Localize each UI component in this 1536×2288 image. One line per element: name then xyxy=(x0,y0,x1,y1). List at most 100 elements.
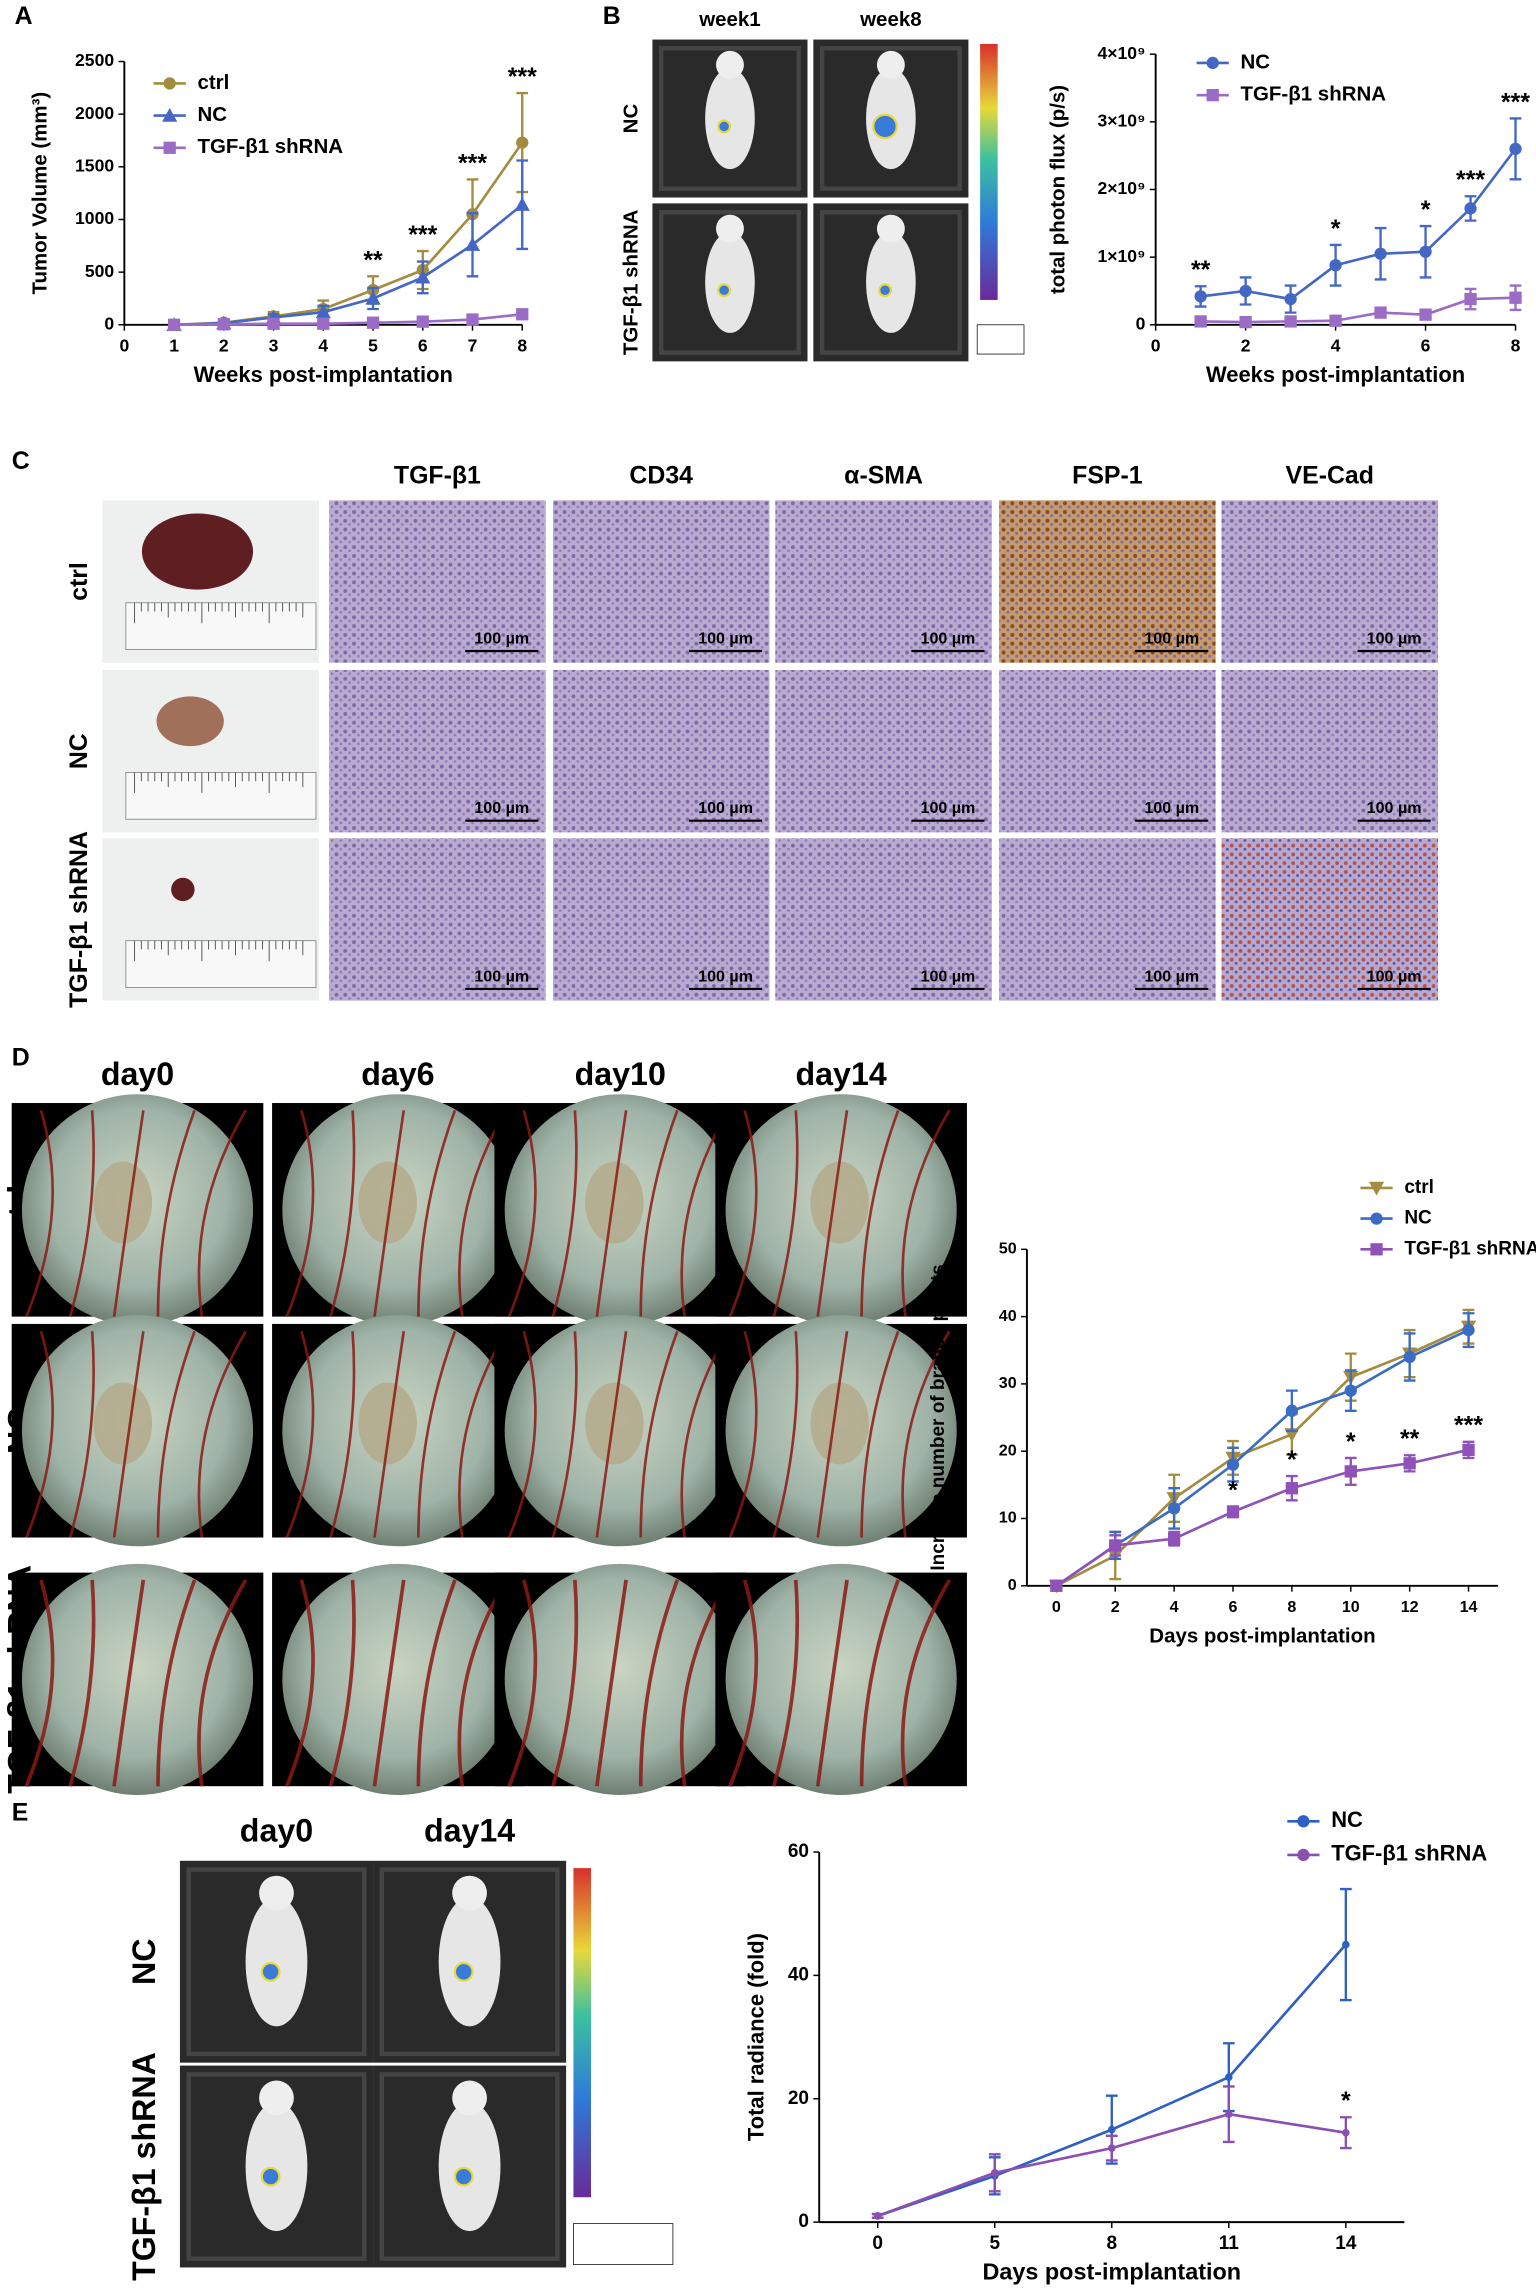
x-tick-label: 12 xyxy=(1401,1598,1419,1616)
vessel xyxy=(156,1330,196,1538)
scale-bar-label: 100 µm xyxy=(698,630,753,648)
vessel xyxy=(901,1109,951,1317)
x-tick-label: 2 xyxy=(1111,1598,1120,1616)
scale-bar-label: 100 µm xyxy=(474,967,529,985)
series-line xyxy=(174,203,524,327)
legend-label: NC xyxy=(1404,1208,1432,1229)
vessel xyxy=(156,1109,196,1317)
column-header: α-SMA xyxy=(844,461,923,489)
scale-bar-label: 100 µm xyxy=(921,967,976,985)
marker xyxy=(1050,1579,1063,1592)
vessel xyxy=(859,1579,900,1787)
marker xyxy=(1462,1323,1475,1337)
y-tick-label: 40 xyxy=(999,1307,1017,1325)
y-tick-label: 1×10⁹ xyxy=(1098,246,1146,266)
marker xyxy=(466,313,479,326)
y-tick-label: 2000 xyxy=(75,103,114,123)
legend-marker xyxy=(162,108,178,122)
marker xyxy=(1464,202,1477,215)
legend-label: ctrl xyxy=(197,71,229,94)
x-tick-label: 6 xyxy=(1229,1598,1238,1616)
marker xyxy=(1194,315,1207,328)
series-line xyxy=(1055,1325,1470,1587)
legend-marker xyxy=(1206,56,1219,70)
photo-frame xyxy=(659,46,801,191)
signal xyxy=(717,283,732,298)
marker xyxy=(366,316,380,329)
mouse-head xyxy=(259,2080,294,2116)
vessel xyxy=(457,1579,508,1787)
y-tick-label: 20 xyxy=(788,2088,809,2109)
column-header: CD34 xyxy=(629,461,693,489)
column-header: day0 xyxy=(240,1813,313,1849)
marker xyxy=(516,136,529,149)
marker xyxy=(1285,1482,1299,1495)
signal xyxy=(453,1961,474,1982)
vessel xyxy=(639,1330,679,1538)
column-header: FSP-1 xyxy=(1072,461,1143,489)
marker xyxy=(1167,1502,1181,1515)
vessel xyxy=(197,1579,248,1787)
legend-marker xyxy=(1370,1243,1383,1256)
row-label: NC xyxy=(65,733,93,769)
vessel xyxy=(156,1579,197,1787)
x-axis-title: Weeks post-implantation xyxy=(1206,362,1465,387)
x-tick-label: 14 xyxy=(1460,1598,1478,1616)
vessel xyxy=(68,1331,95,1538)
significance-label: ** xyxy=(363,246,383,274)
marker xyxy=(1464,292,1477,306)
mouse-body xyxy=(705,67,755,170)
significance-label: *** xyxy=(1454,1412,1483,1440)
legend-marker xyxy=(1368,1181,1385,1196)
vessel xyxy=(507,1109,537,1318)
cam-field xyxy=(504,1563,736,1795)
marker xyxy=(1342,2128,1350,2137)
vessel xyxy=(595,1110,628,1317)
ihc-image xyxy=(999,670,1216,833)
y-tick-label: 0 xyxy=(1136,313,1146,333)
y-tick-label: 0 xyxy=(798,2211,809,2232)
marker xyxy=(1403,1457,1416,1470)
vessel xyxy=(25,1330,54,1539)
x-tick-label: 8 xyxy=(517,335,527,355)
ihc-image xyxy=(999,500,1216,663)
vessel xyxy=(68,1579,96,1787)
vessel xyxy=(595,1579,628,1787)
x-tick-label: 3 xyxy=(269,335,279,355)
series-line xyxy=(1055,1328,1470,1587)
vessel xyxy=(772,1579,800,1787)
vessel xyxy=(728,1109,758,1318)
vessel xyxy=(816,1110,849,1317)
vessel xyxy=(112,1331,145,1538)
signal xyxy=(878,283,892,298)
scale-bar-label: 100 µm xyxy=(698,967,753,985)
panel-label: D xyxy=(12,1044,30,1072)
signal xyxy=(260,2166,281,2187)
scale-bar-label: 100 µm xyxy=(1367,799,1422,817)
vessel xyxy=(285,1109,315,1318)
photo-frame xyxy=(819,46,962,191)
y-tick-label: 0 xyxy=(104,313,114,333)
photo-frame xyxy=(819,209,962,355)
marker xyxy=(167,318,181,331)
x-tick-label: 0 xyxy=(119,335,129,355)
x-tick-label: 0 xyxy=(872,2233,883,2254)
vessel xyxy=(25,1109,54,1318)
vessel xyxy=(728,1579,759,1787)
x-tick-label: 8 xyxy=(1511,335,1521,355)
legend-marker xyxy=(1297,1815,1310,1828)
vessel xyxy=(595,1331,628,1538)
column-header: day0 xyxy=(101,1056,174,1092)
marker xyxy=(1224,2110,1233,2118)
x-tick-label: 2 xyxy=(219,335,229,355)
tumor xyxy=(141,513,254,590)
tumor xyxy=(156,696,224,747)
mouse-body xyxy=(438,2101,501,2232)
marker xyxy=(1239,315,1252,329)
vessel xyxy=(285,1579,315,1787)
vessel xyxy=(860,1330,900,1538)
x-tick-label: 5 xyxy=(989,2233,1000,2254)
vessel xyxy=(638,1579,680,1787)
marker xyxy=(315,304,331,319)
y-tick-label: 2×10⁹ xyxy=(1098,178,1146,198)
